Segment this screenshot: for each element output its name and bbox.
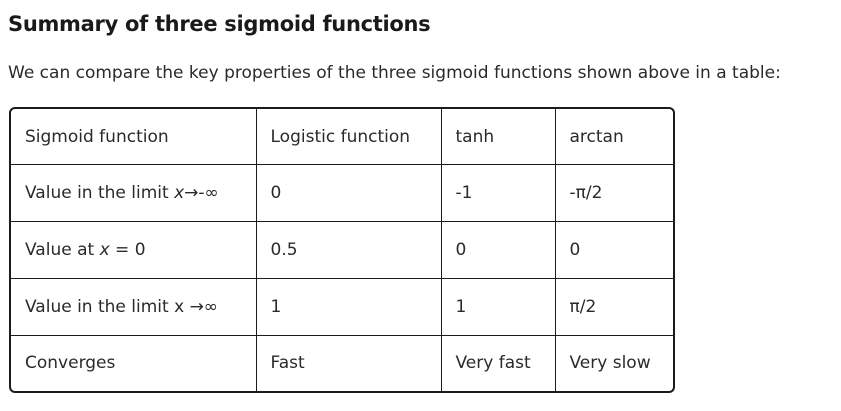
row-label-variable: x — [174, 183, 185, 204]
cell-tanh: Very fast — [440, 334, 556, 391]
row-label: Converges — [11, 334, 257, 391]
cell-logistic: 0 — [255, 164, 442, 223]
row-label-limit: →-∞ — [184, 183, 219, 204]
row-label-limit: →∞ — [189, 296, 218, 317]
row-label-equals: = 0 — [109, 239, 146, 260]
row-label-text: Value in the limit x — [25, 296, 190, 317]
section-heading: Summary of three sigmoid functions — [8, 12, 431, 36]
cell-arctan: 0 — [554, 221, 673, 279]
table-row-limit-neg-inf: Value in the limit x→-∞ 0 -1 -π/2 — [11, 164, 673, 223]
row-label-text: Value in the limit — [25, 183, 175, 204]
cell-tanh: 0 — [440, 221, 556, 279]
header-cell-logistic: Logistic function — [255, 109, 442, 166]
cell-arctan: π/2 — [554, 277, 673, 336]
cell-logistic: 1 — [255, 277, 442, 336]
table-header-row: Sigmoid function Logistic function tanh … — [11, 109, 673, 166]
table-row-value-at-zero: Value at x = 0 0.5 0 0 — [11, 221, 673, 279]
row-label: Value at x = 0 — [11, 221, 257, 279]
intro-paragraph: We can compare the key properties of the… — [8, 63, 781, 83]
row-label-variable: x — [99, 239, 110, 260]
row-label: Value in the limit x→-∞ — [11, 164, 257, 223]
row-label: Value in the limit x →∞ — [11, 277, 257, 336]
table-row-converges: Converges Fast Very fast Very slow — [11, 334, 673, 391]
cell-arctan: Very slow — [554, 334, 673, 391]
cell-logistic: Fast — [255, 334, 442, 391]
row-label-text: Value at — [25, 239, 100, 260]
cell-tanh: 1 — [440, 277, 556, 336]
cell-logistic: 0.5 — [255, 221, 442, 279]
header-cell-arctan: arctan — [554, 109, 673, 166]
header-cell-tanh: tanh — [440, 109, 556, 166]
cell-arctan: -π/2 — [554, 164, 673, 223]
cell-tanh: -1 — [440, 164, 556, 223]
comparison-table: Sigmoid function Logistic function tanh … — [9, 107, 675, 393]
header-cell-sigmoid-function: Sigmoid function — [11, 109, 257, 166]
table-row-limit-pos-inf: Value in the limit x →∞ 1 1 π/2 — [11, 277, 673, 336]
